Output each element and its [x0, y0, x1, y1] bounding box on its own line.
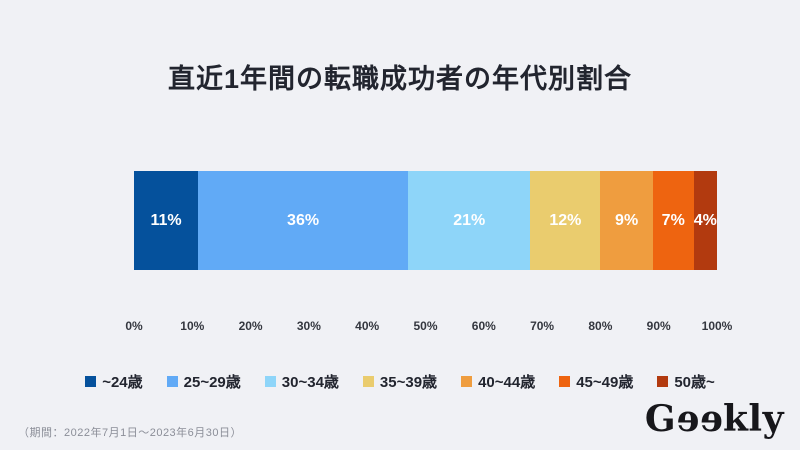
geekly-logo: Geekly: [644, 398, 784, 440]
logo-letter-g: G: [644, 398, 677, 440]
bar-segment-2: 36%: [198, 171, 408, 270]
x-axis-tick-label: 100%: [701, 319, 733, 333]
bar-segment-1: 11%: [134, 171, 199, 270]
legend-swatch-icon: [166, 376, 178, 387]
x-axis-tick-label: 0%: [125, 319, 143, 333]
bar-segment-3: 21%: [408, 171, 531, 270]
x-axis-tick-label: 30%: [296, 319, 321, 333]
legend-label: 40~44歳: [478, 374, 536, 391]
logo-mirrored-ee: ee: [676, 398, 723, 440]
legend-swatch-icon: [559, 376, 571, 387]
legend-label: 50歳~: [674, 374, 715, 391]
legend-label: 45~49歳: [576, 374, 634, 391]
bar-segment-4: 12%: [530, 171, 601, 270]
bar-segment-value-label: 12%: [549, 211, 582, 229]
x-axis-tick-label: 60%: [471, 319, 496, 333]
x-axis-tick-label: 50%: [413, 319, 438, 333]
legend-item-2: 25~29歳: [166, 371, 241, 392]
legend-swatch-icon: [657, 376, 669, 387]
x-axis-tick-label: 90%: [646, 319, 671, 333]
logo-letters-kly: kly: [722, 398, 784, 440]
legend-item-5: 40~44歳: [461, 371, 535, 392]
legend-item-6: 45~49歳: [559, 371, 633, 392]
bar-segment-value-label: 11%: [150, 211, 182, 229]
bar-segment-value-label: 36%: [287, 211, 320, 229]
period-note: （期間：2022年7月1日～2023年6月30日）: [18, 427, 243, 439]
stacked-bar-chart: 11% 36% 21% 12% 9% 7% 4%: [134, 171, 717, 270]
legend-label: 35~39歳: [379, 374, 438, 391]
legend: ~24歳 25~29歳 30~34歳 35~39歳 40~44歳 45~49歳 50歳~: [0, 371, 800, 392]
bar-segment-value-label: 21%: [453, 211, 486, 229]
x-axis: 0% 10% 20% 30% 40% 50% 60% 70% 80% 90% 100%: [125, 319, 732, 335]
bar-segment-5: 9%: [600, 171, 653, 270]
legend-swatch-icon: [264, 376, 276, 387]
bar-segment-value-label: 7%: [661, 211, 685, 229]
legend-label: 30~34歳: [281, 374, 339, 391]
x-axis-tick-label: 40%: [355, 319, 380, 333]
legend-item-1: ~24歳: [85, 371, 143, 392]
legend-item-4: 35~39歳: [362, 371, 438, 392]
x-axis-tick-label: 80%: [588, 319, 613, 333]
legend-label: ~24歳: [102, 374, 143, 391]
legend-swatch-icon: [362, 376, 374, 387]
x-axis-tick-label: 20%: [238, 319, 263, 333]
legend-label: 25~29歳: [183, 374, 241, 391]
bar-segment-7: 4%: [693, 171, 717, 270]
legend-swatch-icon: [461, 376, 473, 387]
legend-item-7: 50歳~: [657, 371, 715, 392]
x-axis-tick-label: 70%: [530, 319, 555, 333]
bar-segment-value-label: 9%: [615, 211, 639, 229]
bar-segment-value-label: 4%: [693, 211, 717, 229]
legend-item-3: 30~34歳: [264, 371, 339, 392]
bar-segment-6: 7%: [652, 171, 694, 270]
legend-swatch-icon: [85, 376, 97, 387]
x-axis-tick-label: 10%: [180, 319, 205, 333]
chart-title: 直近1年間の転職成功者の年代別割合: [167, 64, 632, 94]
